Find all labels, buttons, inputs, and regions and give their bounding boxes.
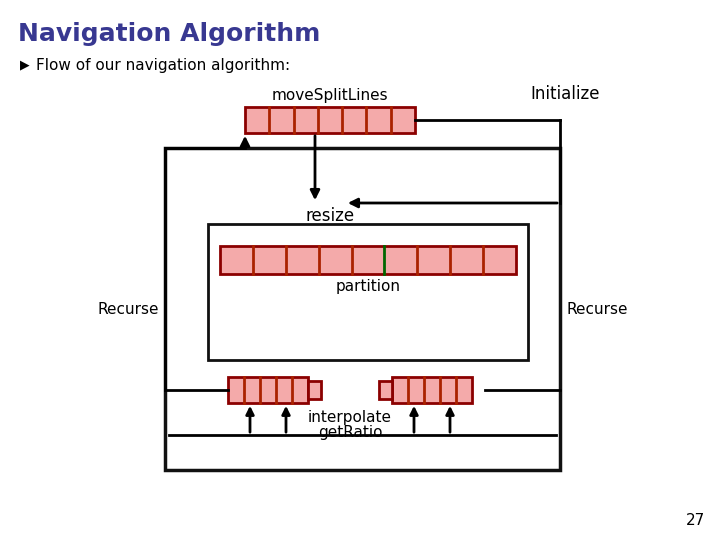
- Bar: [392, 377, 472, 403]
- Bar: [165, 148, 560, 470]
- Text: Flow of our navigation algorithm:: Flow of our navigation algorithm:: [36, 58, 290, 73]
- Text: Navigation Algorithm: Navigation Algorithm: [18, 22, 320, 46]
- Bar: [228, 377, 308, 403]
- Text: partition: partition: [336, 279, 400, 294]
- Text: resize: resize: [305, 207, 354, 225]
- Bar: [379, 381, 392, 399]
- Text: getRatio: getRatio: [318, 425, 382, 440]
- Text: Recurse: Recurse: [566, 301, 628, 316]
- Bar: [308, 381, 321, 399]
- Text: Recurse: Recurse: [97, 301, 159, 316]
- Text: ▶: ▶: [20, 58, 30, 71]
- Bar: [208, 224, 528, 360]
- Text: moveSplitLines: moveSplitLines: [271, 88, 388, 103]
- Text: 27: 27: [685, 513, 705, 528]
- Text: interpolate: interpolate: [308, 410, 392, 425]
- Bar: [220, 246, 516, 274]
- Text: Initialize: Initialize: [530, 85, 600, 103]
- Bar: [245, 107, 415, 133]
